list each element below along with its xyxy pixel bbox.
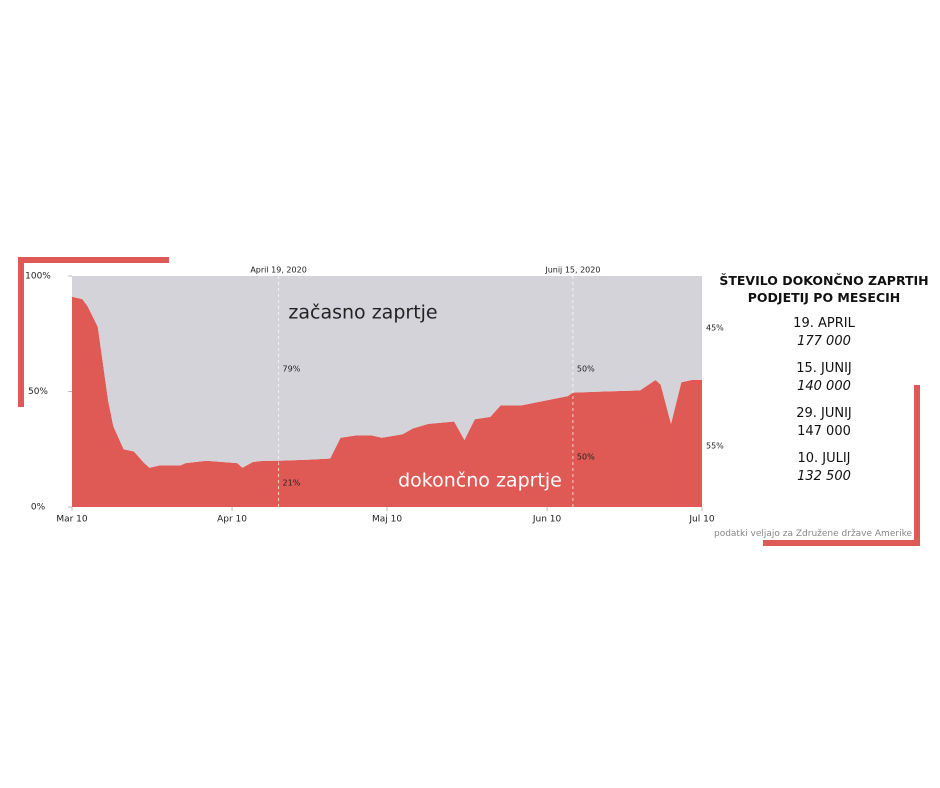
series-label: začasno zaprtje [288, 302, 437, 324]
panel-value: 177 000 [797, 334, 851, 349]
panel-date: 19. APRIL [793, 316, 855, 331]
panel-value: 132 500 [797, 469, 851, 484]
x-tick-label: Apr 10 [217, 515, 247, 525]
x-tick-label: Mar 10 [56, 515, 88, 525]
annotation-upper: 79% [283, 365, 301, 374]
panel-date: 15. JUNIJ [796, 361, 852, 376]
annotation-label: Junij 15, 2020 [544, 266, 600, 275]
side-panel: ŠTEVILO DOKONČNO ZAPRTIH PODJETIJ PO MES… [716, 272, 932, 494]
panel-date: 10. JULIJ [797, 451, 851, 466]
y-tick-label: 0% [31, 503, 46, 513]
bracket [18, 257, 169, 263]
panel-value: 140 000 [797, 379, 851, 394]
x-tick-label: Maj 10 [372, 515, 402, 525]
bracket [914, 385, 920, 545]
note: podatki veljajo za Združene države Ameri… [713, 529, 912, 539]
series-label: dokončno zaprtje [398, 470, 562, 492]
x-tick-label: Jul 10 [688, 515, 714, 525]
annotation-lower: 50% [577, 453, 595, 462]
area [72, 276, 702, 468]
annotation-upper: 50% [577, 365, 595, 374]
panel-title: ŠTEVILO DOKONČNO ZAPRTIH PODJETIJ PO MES… [719, 273, 929, 305]
end-label: 45% [706, 324, 724, 333]
x-tick-label: Jun 10 [532, 515, 562, 525]
annotation-lower: 21% [283, 479, 301, 488]
area [72, 296, 702, 507]
y-tick-label: 100% [25, 272, 51, 282]
y-tick-label: 50% [28, 387, 48, 397]
end-label: 55% [706, 442, 724, 451]
annotation-label: April 19, 2020 [250, 266, 306, 275]
bracket [763, 540, 920, 546]
bracket [18, 257, 24, 407]
panel-date: 29. JUNIJ [796, 406, 852, 421]
panel-value: 147 000 [797, 424, 851, 439]
